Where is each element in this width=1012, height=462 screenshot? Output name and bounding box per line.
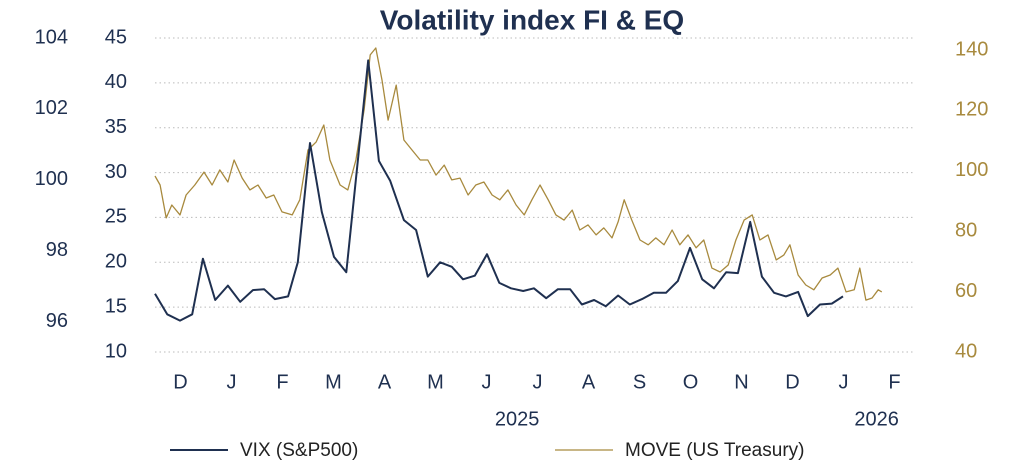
y2-tick-label: 40: [955, 340, 977, 362]
x-tick-label: A: [582, 371, 596, 393]
x-tick-label: M: [427, 371, 444, 393]
y-tick-label: 35: [105, 116, 127, 138]
x-tick-label: A: [378, 371, 392, 393]
y-tick-label: 25: [105, 206, 127, 228]
y2-tick-label: 80: [955, 220, 977, 242]
y-tick-label: 20: [105, 251, 127, 273]
y3-tick-label: 104: [35, 26, 68, 48]
y-tick-label: 15: [105, 295, 127, 317]
y3-tick-label: 100: [35, 168, 68, 190]
y3-tick-label: 96: [46, 310, 68, 332]
x-tick-label: J: [839, 371, 849, 393]
x-tick-label: D: [785, 371, 799, 393]
y3-tick-label: 98: [46, 239, 68, 261]
series-line: [154, 47, 883, 301]
y2-tick-label: 100: [955, 159, 988, 181]
y-tick-label: 40: [105, 71, 127, 93]
x-tick-label: F: [276, 371, 288, 393]
y-tick-label: 10: [105, 340, 127, 362]
year-label: 2025: [495, 408, 540, 430]
x-tick-label: D: [173, 371, 187, 393]
legend-label: MOVE (US Treasury): [625, 440, 804, 461]
legend-label: VIX (S&P500): [240, 440, 358, 461]
y2-tick-label: 120: [955, 99, 988, 121]
series-line: [154, 59, 844, 322]
x-tick-label: J: [227, 371, 237, 393]
x-tick-label: M: [325, 371, 342, 393]
x-tick-label: N: [734, 371, 748, 393]
x-tick-label: O: [683, 371, 699, 393]
chart-title: Volatility index FI & EQ: [380, 4, 684, 35]
y-tick-label: 45: [105, 26, 127, 48]
y-tick-label: 30: [105, 161, 127, 183]
x-tick-label: S: [633, 371, 646, 393]
x-tick-label: J: [533, 371, 543, 393]
x-tick-label: F: [888, 371, 900, 393]
y2-tick-label: 140: [955, 38, 988, 60]
year-label: 2026: [854, 408, 899, 430]
x-tick-label: J: [482, 371, 492, 393]
y3-tick-label: 102: [35, 97, 68, 119]
y2-tick-label: 60: [955, 280, 977, 302]
